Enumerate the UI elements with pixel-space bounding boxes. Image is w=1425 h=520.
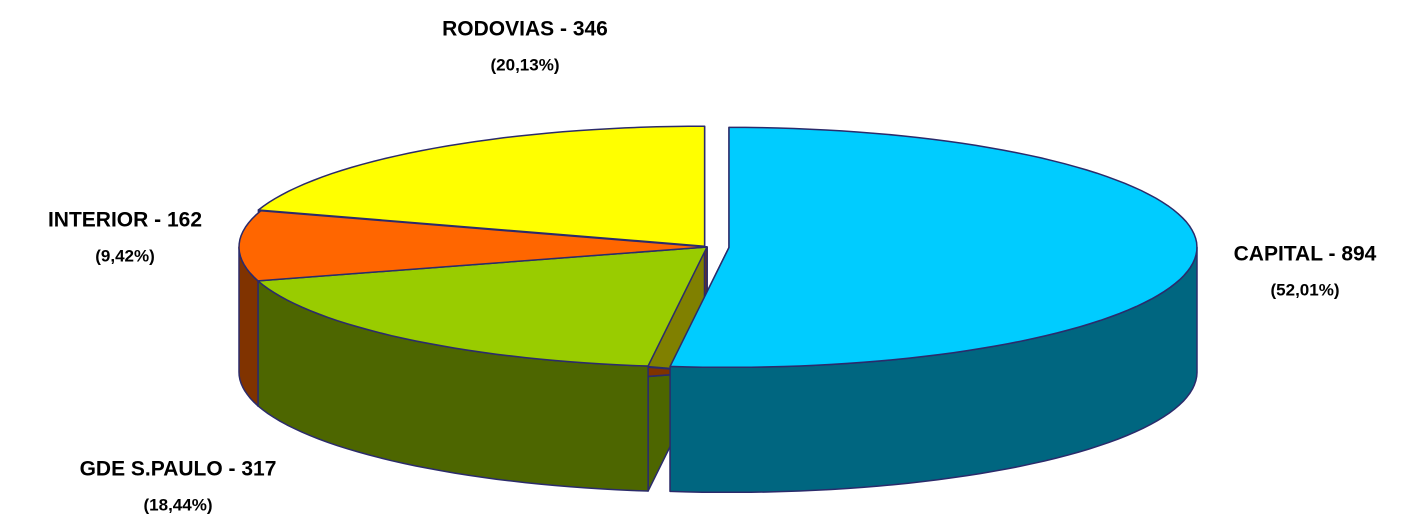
labels: CAPITAL - 894 (52,01%) GDE S.PAULO - 317 (1…	[48, 18, 1377, 515]
pie-slice	[238, 210, 708, 282]
pie-tops	[238, 125, 1198, 369]
slice-percent-label: (20,13%)	[491, 55, 560, 74]
pie-slice	[257, 125, 706, 247]
slice-percent-label: (18,44%)	[144, 495, 213, 514]
pie-slice	[257, 246, 708, 367]
slice-percent-label: (52,01%)	[1271, 280, 1340, 299]
pie-slice	[669, 126, 1198, 369]
slice-percent-label: (9,42%)	[95, 246, 155, 265]
slice-label: GDE S.PAULO - 317	[80, 458, 277, 481]
slice-label: CAPITAL - 894	[1234, 243, 1377, 266]
slice-label: INTERIOR - 162	[48, 209, 202, 232]
slice-label: RODOVIAS - 346	[442, 18, 608, 41]
